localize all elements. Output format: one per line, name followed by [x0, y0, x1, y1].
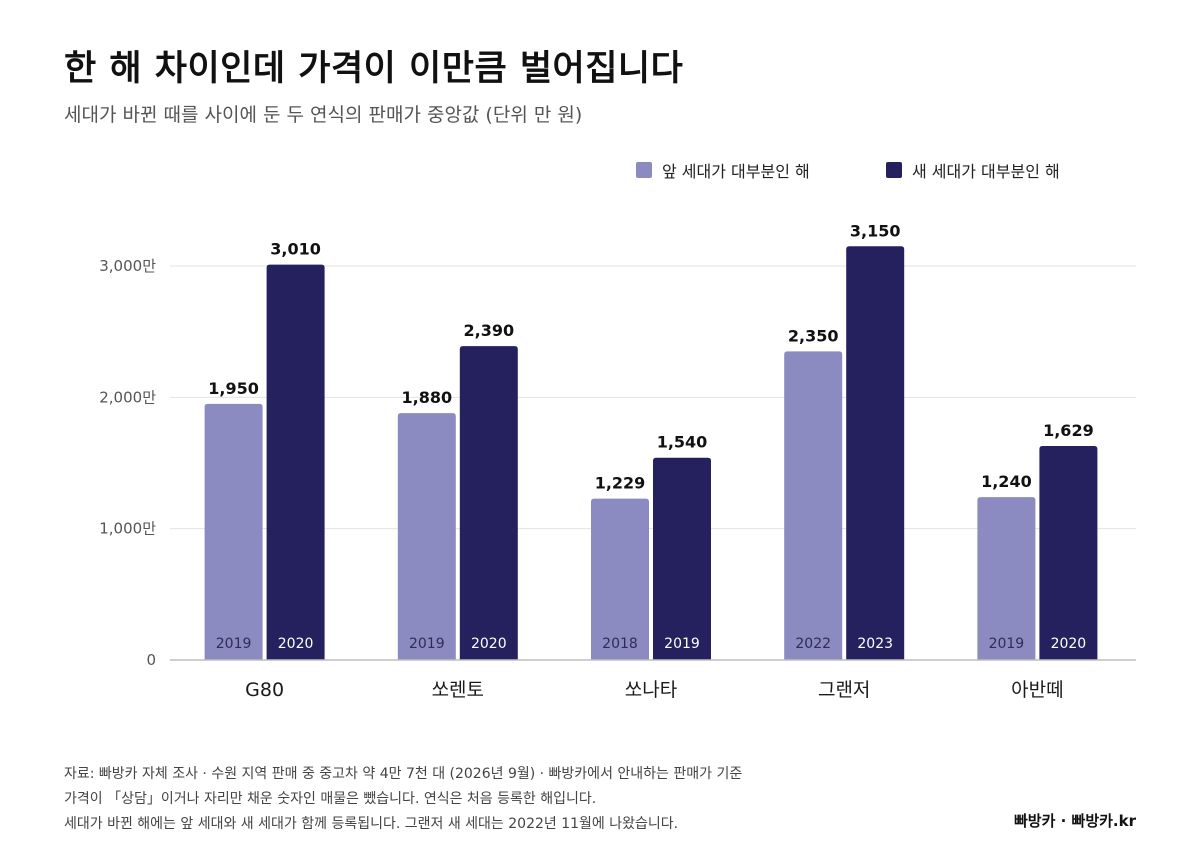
- x-tick-label: 그랜저: [818, 679, 870, 701]
- legend-swatch-previous: [636, 162, 652, 178]
- bar-year-label: 2019: [989, 636, 1025, 652]
- legend-label-new: 새 세대가 대부분인 해: [912, 162, 1060, 181]
- bar-previous: [591, 498, 649, 660]
- x-tick-label: 쏘렌토: [432, 679, 484, 701]
- data-label: 2,390: [463, 321, 514, 340]
- bar-new: [1039, 446, 1098, 660]
- footer-notes: 자료: 빠방카 자체 조사 · 수원 지역 판매 중 중고차 약 4만 7천 대…: [64, 762, 924, 837]
- bar-year-label: 2023: [857, 636, 893, 652]
- data-label: 3,010: [270, 240, 321, 259]
- x-tick-label: 쏘나타: [625, 679, 677, 701]
- bar-year-label: 2022: [795, 636, 831, 652]
- legend-item-previous: 앞 세대가 대부분인 해: [636, 158, 810, 182]
- footer-line-exclusion: 가격이 「상담」이거나 자리만 채운 숫자인 매물은 뺐습니다. 연식은 처음 …: [64, 791, 597, 807]
- bar-year-label: 2019: [409, 636, 445, 652]
- legend-swatch-new: [886, 162, 902, 178]
- data-label: 2,350: [788, 326, 839, 345]
- bar-year-label: 2020: [278, 636, 314, 652]
- bar-year-label: 2019: [216, 636, 252, 652]
- bar-previous: [977, 497, 1036, 660]
- legend: 앞 세대가 대부분인 해 새 세대가 대부분인 해: [0, 158, 1200, 182]
- bar-new: [266, 264, 325, 660]
- bar-year-label: 2019: [664, 636, 700, 652]
- data-label: 1,240: [981, 472, 1032, 491]
- data-label: 3,150: [850, 221, 901, 240]
- bar-previous: [784, 351, 843, 660]
- bar-chart: 0 1,000만 2,000만 3,000만 1,950 2019 3,010 2020 G80…: [99, 221, 1136, 701]
- x-tick-label: 아반떼: [1011, 679, 1063, 701]
- y-tick-label: 1,000만: [99, 520, 156, 538]
- x-tick-label: G80: [245, 679, 284, 701]
- data-label: 1,950: [208, 379, 259, 398]
- brand-credit: 빠방카 · 빠방카.kr: [1013, 812, 1136, 830]
- bar-year-label: 2018: [602, 636, 638, 652]
- bar-new: [459, 346, 518, 660]
- bar-previous: [397, 413, 456, 660]
- bar-year-label: 2020: [471, 636, 507, 652]
- data-label: 1,880: [401, 388, 452, 407]
- data-label: 1,629: [1043, 421, 1094, 440]
- footer-line-generation: 세대가 바뀐 해에는 앞 세대와 새 세대가 함께 등록됩니다. 그랜저 새 세…: [64, 816, 679, 832]
- data-label: 1,540: [657, 433, 708, 452]
- chart-subtitle: 세대가 바뀐 때를 사이에 둔 두 연식의 판매가 중앙값 (단위 만 원): [64, 104, 583, 126]
- bar-new: [846, 246, 905, 661]
- data-label: 1,229: [595, 474, 646, 493]
- legend-item-new: 새 세대가 대부분인 해: [886, 158, 1060, 182]
- bar-previous: [204, 403, 263, 660]
- y-tick-label: 3,000만: [99, 257, 156, 275]
- chart-title: 한 해 차이인데 가격이 이만큼 벌어집니다: [64, 49, 684, 89]
- legend-label-previous: 앞 세대가 대부분인 해: [662, 162, 810, 181]
- bar-new: [653, 457, 711, 660]
- y-tick-label: 2,000만: [99, 388, 156, 406]
- y-tick-label: 0: [146, 651, 156, 669]
- bar-year-label: 2020: [1051, 636, 1087, 652]
- footer-line-source: 자료: 빠방카 자체 조사 · 수원 지역 판매 중 중고차 약 4만 7천 대…: [64, 766, 743, 782]
